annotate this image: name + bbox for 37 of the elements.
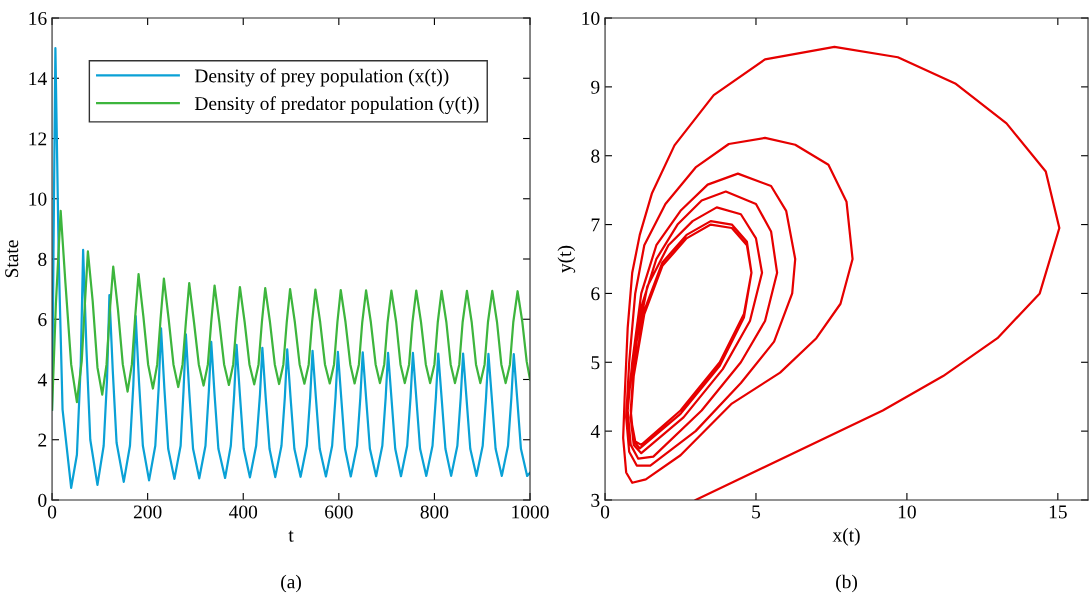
line-series — [52, 47, 531, 490]
x-axis-title: t — [288, 530, 294, 542]
x-tick-label: 800 — [420, 505, 449, 519]
y-tick-label: 4 — [37, 373, 47, 387]
text: (b) — [836, 574, 858, 593]
x-tick-label: 0 — [600, 505, 610, 519]
x-tick-label: 5 — [752, 505, 761, 519]
x-tick-label: 15 — [1049, 505, 1067, 519]
y-tick-label: 2 — [38, 433, 47, 447]
y-tick-label: 6 — [38, 313, 47, 327]
x-tick-label: 10 — [898, 505, 916, 519]
x-tick-label: 1000 — [512, 505, 549, 519]
line-series — [622, 45, 1061, 500]
y-tick-label: 3 — [591, 493, 600, 507]
y-tick-label: 14 — [29, 72, 47, 86]
x-tick-label: 0 — [47, 505, 57, 519]
y-axis-title: y(t) — [557, 245, 576, 273]
y-tick-label: 4 — [590, 425, 600, 438]
x-tick-label: 200 — [133, 505, 162, 519]
legend-label: Density of prey population (x(t)) — [194, 68, 449, 87]
x-tick-label: 600 — [325, 505, 353, 519]
y-tick-label: 8 — [591, 149, 600, 163]
y-tick-label: 5 — [591, 356, 600, 370]
y-tick-label: 7 — [591, 218, 600, 232]
y-tick-label: 10 — [582, 11, 600, 25]
y-tick-label: 16 — [29, 11, 47, 25]
y-tick-label: 0 — [38, 493, 47, 507]
y-tick-label: 6 — [591, 287, 600, 301]
y-tick-label: 12 — [29, 132, 47, 146]
y-tick-label: 8 — [38, 252, 47, 266]
x-axis-title: x(t) — [832, 528, 860, 546]
legend-label: Density of predator population (y(t)) — [194, 96, 479, 115]
x-tick-label: 400 — [229, 505, 258, 519]
y-tick-label: 9 — [591, 80, 600, 94]
y-tick-label: 10 — [29, 192, 47, 206]
text: (a) — [281, 574, 301, 593]
y-axis-title: State — [5, 240, 19, 278]
